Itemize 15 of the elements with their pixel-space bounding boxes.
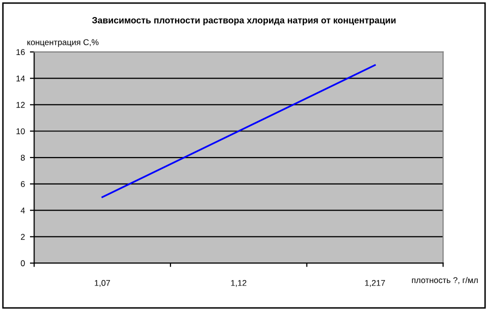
y-tick-label: 8 [20,154,25,161]
chart-title: Зависимость плотности раствора хлорида натрия от концентрации [92,17,396,26]
y-tick-label: 14 [16,76,25,82]
x-tick-label: 1,12 [231,280,246,287]
x-axis-title: плотность ?, г/мл [412,276,478,284]
x-tick-label: 1,217 [365,280,385,287]
y-tick-label: 2 [20,234,25,240]
y-tick-label: 10 [16,128,25,134]
y-axis-title: концентрация С,% [27,39,99,47]
y-tick-label: 16 [16,49,25,56]
y-tick-label: 4 [20,208,25,214]
y-tick-label: 6 [20,181,25,188]
y-tick-label: 12 [16,102,25,108]
x-tick-label: 1,07 [94,280,110,287]
y-tick-label: 0 [20,260,25,266]
